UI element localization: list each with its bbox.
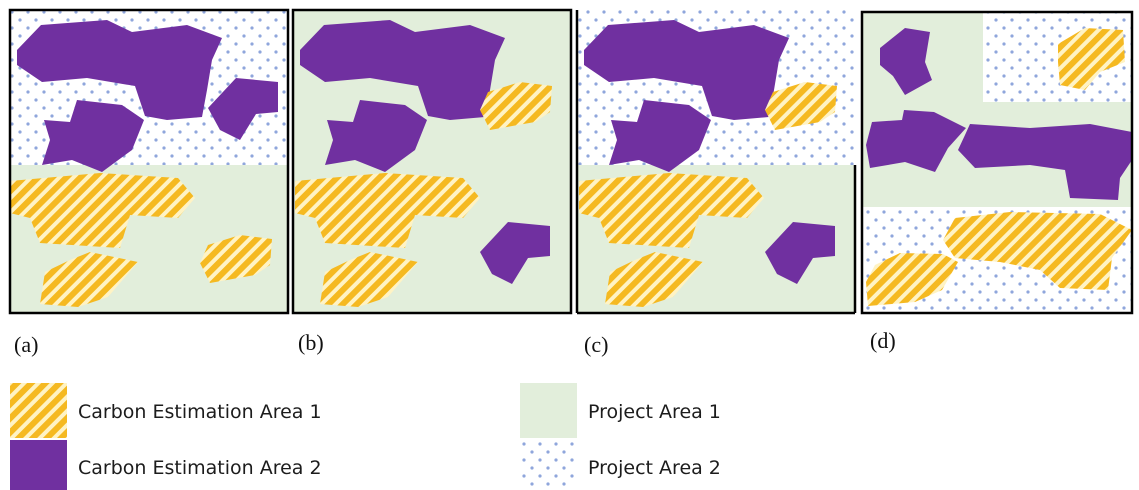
legend-swatch-blue-dots [520,440,577,490]
panel-border [860,10,1134,315]
panel-label-a: (a) [14,332,38,357]
panel-border [291,8,573,315]
legend-label-project-area-2: Project Area 2 [588,457,721,479]
carbon-area-1-shape [866,253,958,306]
panel-d [860,10,1134,315]
carbon-area-2-shape [880,28,932,95]
carbon-area-2-shape [958,124,1132,200]
panel-c [575,10,857,315]
panel-label-c: (c) [584,332,608,357]
panel-a [8,8,290,315]
legend-swatch-yellow-stripes [10,383,67,438]
legend-swatch-green-solid [520,383,577,438]
legend: Carbon Estimation Area 1 Carbon Estimati… [10,383,721,490]
legend-label-carbon-area-2: Carbon Estimation Area 2 [78,457,322,479]
carbon-area-2-shape [866,110,966,172]
panel-b [291,8,573,315]
panel-label-d: (d) [870,328,896,353]
panel-label-b: (b) [298,330,324,355]
legend-label-project-area-1: Project Area 1 [588,401,721,423]
panel-border [8,8,290,315]
carbon-area-1-shape [1058,28,1125,90]
legend-label-carbon-area-1: Carbon Estimation Area 1 [78,401,322,423]
legend-swatch-purple-solid [10,440,67,490]
carbon-area-1-shape [943,212,1132,290]
